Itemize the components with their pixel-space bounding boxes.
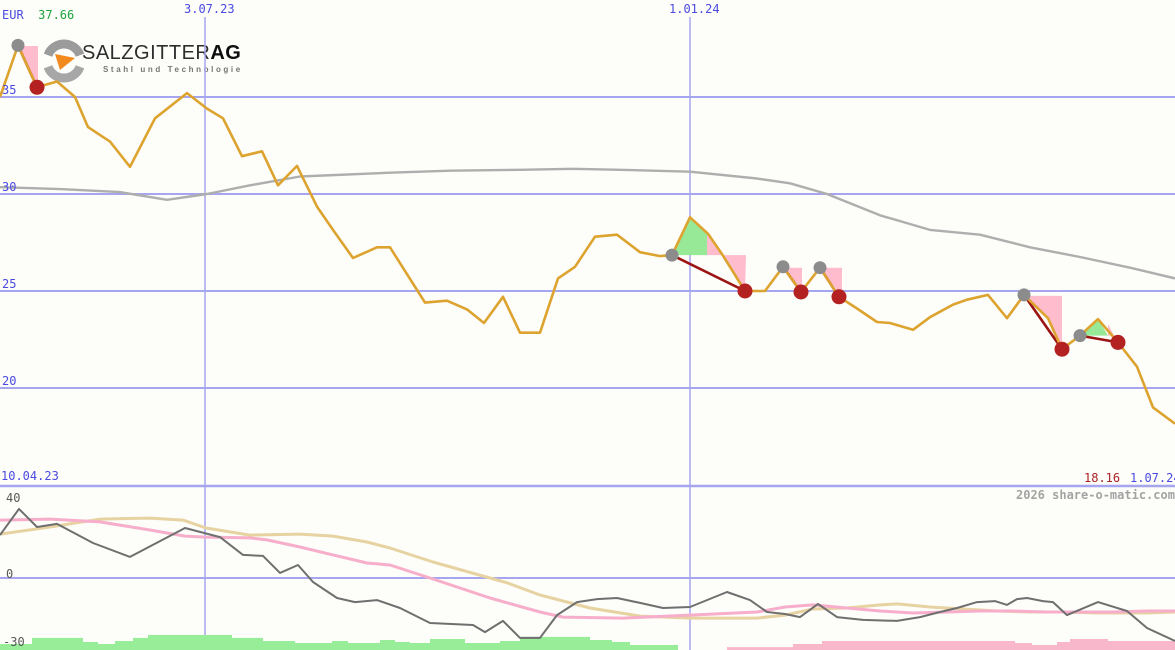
histogram-bar-green <box>133 637 148 650</box>
histogram-bar-green <box>410 643 430 650</box>
trade-1-fill <box>672 217 707 256</box>
trade-1-exit-dot <box>737 283 753 299</box>
trade-5-fill <box>1080 319 1108 336</box>
indicator-signal-line <box>0 517 1175 620</box>
logo-title: SALZGITTERAG <box>82 42 241 65</box>
histogram-bar-green <box>32 637 83 650</box>
histogram-bar-green <box>232 637 263 650</box>
trade-2-exit-dot <box>793 284 809 300</box>
histogram-bar-pink <box>1032 645 1057 650</box>
histogram-bar-green <box>380 640 395 650</box>
trade-5-entry-dot <box>1073 329 1087 343</box>
logo-title-text: SALZGITTER <box>82 42 211 64</box>
histogram-bar-pink <box>727 647 793 650</box>
histogram-bar-green <box>295 643 332 650</box>
histogram-bar-green <box>83 642 98 650</box>
trade-3-exit-dot <box>831 289 847 305</box>
histogram-bar-pink <box>793 644 822 650</box>
histogram-bar-green <box>332 641 348 650</box>
histogram-bar-pink <box>822 641 1015 650</box>
trade-1-entry-dot <box>665 248 679 262</box>
histogram-bar-pink <box>1015 643 1032 650</box>
salzgitter-logo: SALZGITTERAG Stahl und Technologie <box>0 0 300 110</box>
trade-5-exit-dot <box>1110 334 1126 350</box>
histogram-bar-green <box>430 639 465 650</box>
histogram-bar-green <box>630 645 678 650</box>
histogram-bar-green <box>465 643 500 650</box>
histogram-bar-green <box>590 640 612 650</box>
trade-2-entry-dot <box>776 260 790 274</box>
trade-0-exit-dot <box>29 79 45 95</box>
trade-4-entry-dot <box>1017 288 1031 302</box>
logo-lower-arc <box>43 64 85 83</box>
logo-upper-arc <box>43 39 85 58</box>
trade-4-line <box>1022 294 1064 350</box>
indicator-main-line <box>0 507 1175 642</box>
histogram-bar-green <box>612 642 630 650</box>
logo-subtitle: Stahl und Technologie <box>103 65 243 74</box>
histogram-bar-green <box>115 641 133 650</box>
trade-3-entry-dot <box>813 261 827 275</box>
trade-0-entry-dot <box>11 38 25 52</box>
histogram-bar-green <box>98 644 115 650</box>
histogram-bar-green <box>148 634 232 650</box>
logo-title-bold: AG <box>210 42 242 64</box>
histogram-bar-green <box>348 643 380 650</box>
histogram-bar-green <box>500 641 520 650</box>
moving-average-line <box>0 167 1175 280</box>
salzgitter-logo-icon <box>43 39 85 83</box>
trade-1-line <box>671 253 746 293</box>
histogram-bar-pink <box>1070 639 1108 650</box>
histogram-bar-pink <box>1057 642 1070 650</box>
histogram-bar-green <box>0 644 32 650</box>
histogram-bar-green <box>395 642 410 650</box>
trade-4-exit-dot <box>1054 341 1070 357</box>
price-line <box>0 44 1175 425</box>
histogram-bar-green <box>263 641 295 650</box>
histogram-bar-green <box>520 636 590 650</box>
logo-orange-triangle <box>55 54 75 70</box>
histogram-bar-pink <box>1108 641 1175 650</box>
trade-4-fill <box>1025 295 1062 349</box>
